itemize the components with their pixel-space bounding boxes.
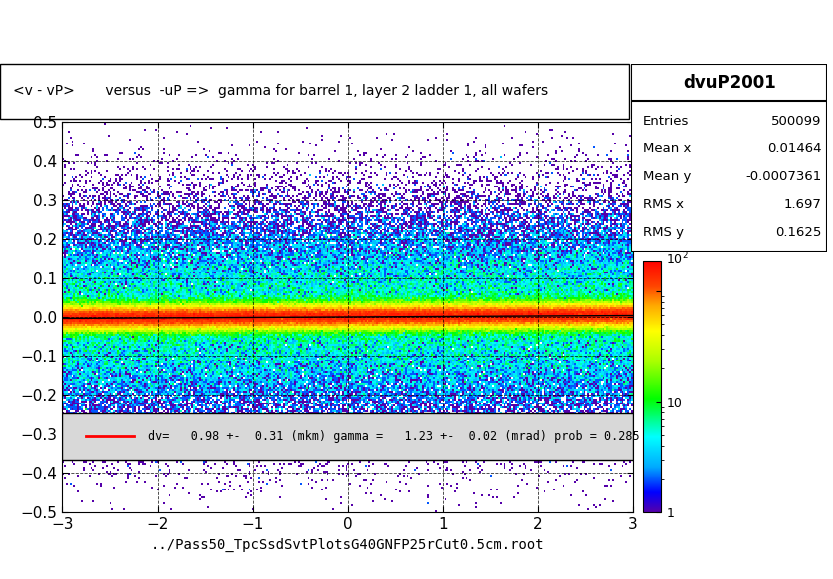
Text: 0.1625: 0.1625 xyxy=(775,226,821,239)
Text: 500099: 500099 xyxy=(771,115,821,127)
Text: -0.0007361: -0.0007361 xyxy=(745,170,821,184)
Text: 1.697: 1.697 xyxy=(783,198,821,211)
Text: RMS y: RMS y xyxy=(643,226,684,239)
Text: dv=   0.98 +-  0.31 (mkm) gamma =   1.23 +-  0.02 (mrad) prob = 0.285: dv= 0.98 +- 0.31 (mkm) gamma = 1.23 +- 0… xyxy=(148,430,640,443)
Text: $10^2$: $10^2$ xyxy=(666,251,689,267)
Text: RMS x: RMS x xyxy=(643,198,684,211)
X-axis label: ../Pass50_TpcSsdSvtPlotsG40GNFP25rCut0.5cm.root: ../Pass50_TpcSsdSvtPlotsG40GNFP25rCut0.5… xyxy=(151,538,545,552)
Text: <v - vP>       versus  -uP =>  gamma for barrel 1, layer 2 ladder 1, all wafers: <v - vP> versus -uP => gamma for barrel … xyxy=(12,84,548,98)
Text: Entries: Entries xyxy=(643,115,690,127)
Bar xyxy=(62,413,633,460)
Text: Mean x: Mean x xyxy=(643,142,691,155)
Text: Mean y: Mean y xyxy=(643,170,691,184)
Text: dvuP2001: dvuP2001 xyxy=(683,75,776,93)
Text: 0.01464: 0.01464 xyxy=(767,142,821,155)
